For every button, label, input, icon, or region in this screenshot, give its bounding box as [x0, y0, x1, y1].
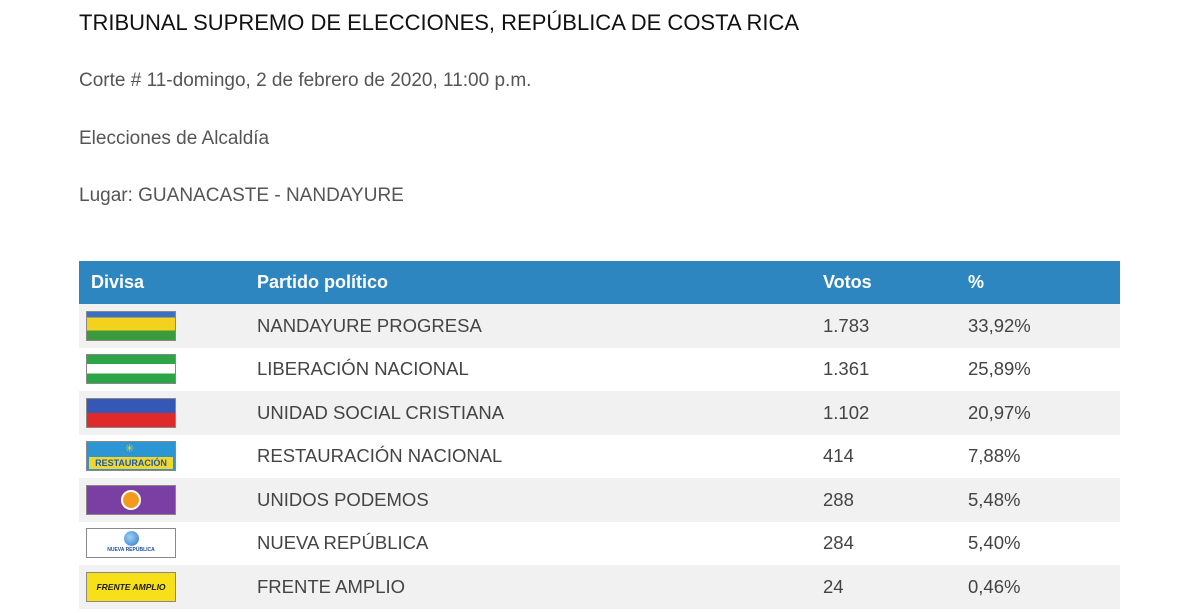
percent-value: 25,89% — [968, 358, 1031, 380]
votes-value: 284 — [823, 532, 854, 554]
table-row: ✳ RESTAURACIÓN RESTAURACIÓN NACIONAL 414… — [79, 435, 1120, 479]
page-title: TRIBUNAL SUPREMO DE ELECCIONES, REPÚBLIC… — [79, 10, 800, 35]
flag-blue-red-icon — [86, 397, 176, 428]
percent-value: 33,92% — [968, 304, 1120, 348]
percent-value: 7,88% — [968, 445, 1021, 467]
table-header-row: Divisa Partido político Votos % — [79, 261, 1120, 304]
flag-cell: ✳ RESTAURACIÓN — [79, 435, 257, 479]
results-table: Divisa Partido político Votos % NANDAYUR… — [79, 261, 1120, 609]
header-percent: % — [968, 261, 1120, 304]
corte-info: Corte # 11-domingo, 2 de febrero de 2020… — [79, 70, 532, 91]
table-row: FRENTE AMPLIO FRENTE AMPLIO 24 0,46% — [79, 565, 1120, 609]
election-type: Elecciones de Alcaldía — [79, 128, 270, 149]
flag-unidos-podemos-icon — [86, 484, 176, 515]
party-name: RESTAURACIÓN NACIONAL — [257, 445, 503, 467]
flag-nueva-republica-icon: NUEVA REPÚBLICA — [86, 528, 176, 559]
party-name: NUEVA REPÚBLICA — [257, 532, 429, 554]
sun-icon: ✳ — [125, 443, 135, 456]
table-row: UNIDAD SOCIAL CRISTIANA 1.102 20,97% — [79, 391, 1120, 435]
flag-cell — [79, 478, 257, 522]
party-name: UNIDAD SOCIAL CRISTIANA — [257, 391, 823, 435]
percent-value: 5,40% — [968, 532, 1021, 554]
circle-logo-icon — [121, 489, 141, 510]
percent-value: 20,97% — [968, 391, 1120, 435]
table-row: NUEVA REPÚBLICA NUEVA REPÚBLICA 284 5,40… — [79, 522, 1120, 566]
flag-text: NUEVA REPÚBLICA — [107, 547, 155, 554]
table-row: LIBERACIÓN NACIONAL 1.361 25,89% — [79, 348, 1120, 392]
place-info: Lugar: GUANACASTE - NANDAYURE — [79, 185, 404, 206]
flag-cell — [79, 348, 257, 392]
header-flag: Divisa — [79, 261, 257, 304]
flag-text: FRENTE AMPLIO — [96, 581, 166, 592]
votes-value: 1.102 — [823, 391, 968, 435]
party-name: FRENTE AMPLIO — [257, 565, 823, 609]
flag-restauracion-icon: ✳ RESTAURACIÓN — [86, 441, 176, 472]
votes-value: 1.361 — [823, 358, 870, 380]
flag-cell — [79, 304, 257, 348]
flag-text: RESTAURACIÓN — [89, 457, 173, 470]
table-row: UNIDOS PODEMOS 288 5,48% — [79, 478, 1120, 522]
table-row: NANDAYURE PROGRESA 1.783 33,92% — [79, 304, 1120, 348]
flag-blue-yellow-green-icon — [86, 310, 176, 341]
flag-green-white-green-icon — [86, 354, 176, 385]
header-party: Partido político — [257, 261, 823, 304]
percent-value: 0,46% — [968, 565, 1120, 609]
party-name: LIBERACIÓN NACIONAL — [257, 358, 469, 380]
flag-cell: FRENTE AMPLIO — [79, 565, 257, 609]
party-name: UNIDOS PODEMOS — [257, 478, 823, 522]
flag-frente-amplio-icon: FRENTE AMPLIO — [86, 571, 176, 602]
votes-value: 1.783 — [823, 304, 968, 348]
flag-cell — [79, 391, 257, 435]
party-name: NANDAYURE PROGRESA — [257, 304, 823, 348]
flag-cell: NUEVA REPÚBLICA — [79, 522, 257, 566]
header-votes: Votos — [823, 261, 968, 304]
votes-value: 288 — [823, 478, 968, 522]
globe-icon — [124, 531, 139, 547]
votes-value: 24 — [823, 565, 968, 609]
votes-value: 414 — [823, 445, 854, 467]
percent-value: 5,48% — [968, 478, 1120, 522]
